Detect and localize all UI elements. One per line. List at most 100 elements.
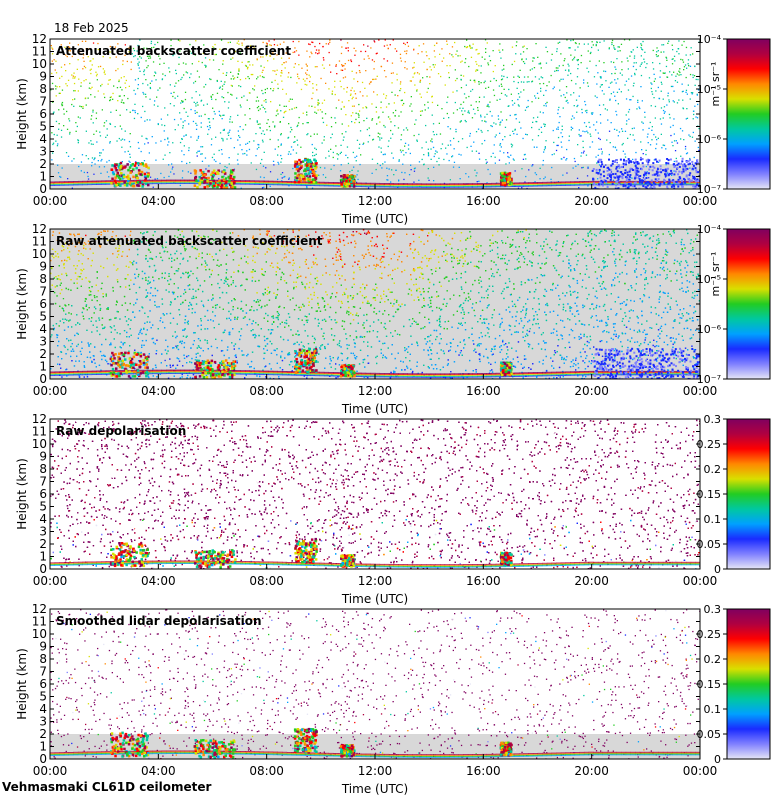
x-tick-label: 16:00 [466, 194, 501, 208]
y-tick-label: 9 [39, 640, 47, 654]
colorbar-tick-label: 0.1 [704, 513, 722, 526]
y-tick-label: 2 [39, 157, 47, 171]
y-tick-label: 3 [39, 715, 47, 729]
x-tick-label: 00:00 [683, 384, 718, 398]
colorbar-tick-label: 10⁻⁷ [697, 183, 721, 196]
y-tick-label: 1 [39, 360, 47, 374]
colorbar-tick-label: 10⁻⁶ [697, 133, 722, 146]
x-tick-label: 04:00 [141, 764, 176, 778]
colorbar-unit-label: m⁻¹ sr⁻¹ [709, 252, 722, 297]
y-tick-label: 5 [39, 690, 47, 704]
panel-2: Raw attenuated backscatter coefficient01… [15, 222, 771, 416]
colorbar-gradient [726, 228, 771, 380]
y-tick-label: 1 [39, 550, 47, 564]
y-tick-label: 6 [39, 677, 47, 691]
y-tick-label: 11 [32, 425, 47, 439]
x-tick-label: 04:00 [141, 194, 176, 208]
x-tick-label: 08:00 [249, 574, 284, 588]
x-tick-label: 08:00 [249, 384, 284, 398]
y-tick-label: 10 [32, 437, 47, 451]
colorbar: 10⁻⁷ 10⁻⁶ 10⁻⁵ 10⁻⁴ m⁻¹ sr⁻¹ [697, 223, 771, 386]
y-tick-label: 8 [39, 462, 47, 476]
y-tick-label: 7 [39, 95, 47, 109]
y-tick-label: 9 [39, 70, 47, 84]
colorbar-tick-label: 0.05 [697, 538, 722, 551]
y-tick-label: 10 [32, 57, 47, 71]
y-tick-label: 3 [39, 525, 47, 539]
y-tick-label: 5 [39, 500, 47, 514]
y-tick-label: 2 [39, 347, 47, 361]
colorbar-tick-label: 0.1 [704, 703, 722, 716]
x-tick-label: 20:00 [574, 384, 609, 398]
date-label: 18 Feb 2025 [54, 21, 129, 35]
y-tick-label: 6 [39, 297, 47, 311]
panel-title: Smoothed lidar depolarisation [56, 614, 262, 628]
y-tick-label: 7 [39, 665, 47, 679]
colorbar-tick-label: 10⁻⁵ [697, 273, 721, 286]
station-label: Vehmasmaki CL61D ceilometer [2, 780, 211, 794]
colorbar-tick-label: 0.3 [704, 603, 722, 616]
x-tick-label: 20:00 [574, 194, 609, 208]
y-tick-label: 0 [39, 182, 47, 196]
colorbar-unit-label: m⁻¹ sr⁻¹ [709, 62, 722, 107]
background [50, 419, 700, 569]
x-tick-label: 00:00 [683, 764, 718, 778]
y-tick-label: 9 [39, 260, 47, 274]
colorbar-tick-label: 0.25 [697, 628, 722, 641]
y-tick-label: 3 [39, 335, 47, 349]
colorbar-tick-label: 0.15 [697, 678, 722, 691]
colorbar-tick-label: 0.25 [697, 438, 722, 451]
y-tick-label: 12 [32, 412, 47, 426]
x-tick-label: 00:00 [33, 764, 68, 778]
panel-title: Attenuated backscatter coefficient [56, 44, 291, 58]
colorbar-gradient [726, 38, 771, 190]
x-tick-label: 16:00 [466, 574, 501, 588]
colorbar-tick-label: 10⁻⁴ [697, 33, 722, 46]
colorbar-tick-label: 0 [714, 753, 721, 766]
x-tick-label: 16:00 [466, 764, 501, 778]
y-tick-label: 6 [39, 107, 47, 121]
y-tick-label: 8 [39, 652, 47, 666]
x-tick-label: 00:00 [683, 574, 718, 588]
x-axis-label: Time (UTC) [341, 212, 408, 226]
x-tick-label: 12:00 [358, 194, 393, 208]
y-tick-label: 0 [39, 562, 47, 576]
x-tick-label: 00:00 [33, 574, 68, 588]
colorbar-tick-label: 0 [714, 563, 721, 576]
x-tick-label: 04:00 [141, 574, 176, 588]
panel-title: Raw attenuated backscatter coefficient [56, 234, 323, 248]
x-axis-label: Time (UTC) [341, 782, 408, 796]
x-axis-label: Time (UTC) [341, 592, 408, 606]
x-tick-label: 20:00 [574, 574, 609, 588]
y-tick-label: 5 [39, 310, 47, 324]
colorbar-tick-label: 0.05 [697, 728, 722, 741]
colorbar-tick-label: 10⁻⁵ [697, 83, 721, 96]
y-tick-label: 1 [39, 740, 47, 754]
colorbar-tick-label: 0.15 [697, 488, 722, 501]
x-tick-label: 04:00 [141, 384, 176, 398]
y-axis-label: Height (km) [15, 648, 29, 719]
y-tick-label: 3 [39, 145, 47, 159]
y-axis-label: Height (km) [15, 78, 29, 149]
heatmap-data [50, 419, 700, 569]
panel-4: Smoothed lidar depolarisation01234567891… [15, 602, 771, 796]
colorbar-gradient [726, 608, 771, 760]
x-tick-label: 12:00 [358, 384, 393, 398]
colorbar-tick-label: 0.2 [704, 653, 722, 666]
heatmap-data [50, 229, 700, 379]
y-tick-label: 8 [39, 82, 47, 96]
y-axis-label: Height (km) [15, 268, 29, 339]
colorbar-tick-label: 10⁻⁷ [697, 373, 721, 386]
x-tick-label: 16:00 [466, 384, 501, 398]
y-tick-label: 4 [39, 512, 47, 526]
y-tick-label: 2 [39, 537, 47, 551]
x-tick-label: 00:00 [683, 194, 718, 208]
y-tick-label: 4 [39, 322, 47, 336]
panel-title: Raw depolarisation [56, 424, 186, 438]
x-tick-label: 12:00 [358, 574, 393, 588]
colorbar-tick-label: 0.3 [704, 413, 722, 426]
y-axis-label: Height (km) [15, 458, 29, 529]
y-tick-label: 0 [39, 372, 47, 386]
